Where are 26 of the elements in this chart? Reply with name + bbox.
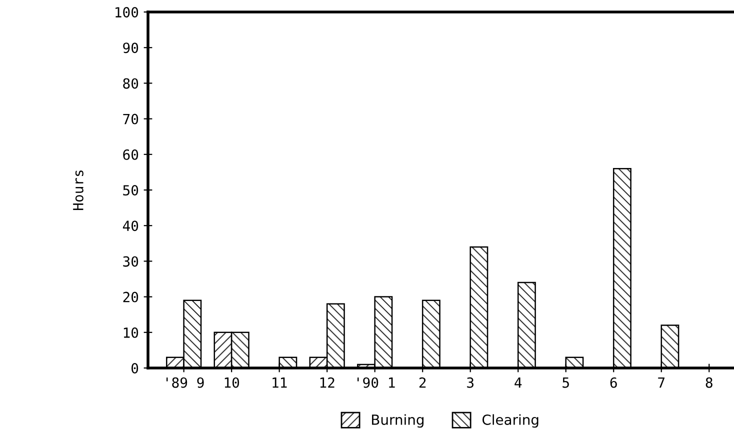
y-tick-label: 30 [123, 256, 138, 267]
x-tick-label: 12 [320, 377, 334, 388]
y-tick-label: 60 [123, 149, 138, 160]
x-tick-label: 8 [706, 377, 712, 388]
y-tick-label: 70 [123, 114, 138, 124]
y-tick-label: 50 [123, 185, 138, 196]
y-tick-label: 0 [132, 363, 138, 374]
x-tick-label: 5 [562, 378, 569, 388]
x-tick-label: 6 [610, 377, 617, 388]
y-tick-label: 40 [122, 220, 138, 232]
y-axis-title: Hours [73, 170, 84, 210]
y-tick-label: 10 [124, 327, 138, 338]
x-tick-label: 4 [514, 378, 522, 388]
x-tick-label: 10 [224, 377, 240, 388]
x-tick-label: '90 1 [358, 377, 395, 388]
legend-label: Burning [372, 414, 424, 428]
x-tick-label: 7 [658, 378, 665, 388]
x-tick-label: 2 [419, 377, 426, 388]
x-tick-label: 11 [272, 378, 287, 388]
y-tick-label: 90 [123, 42, 138, 54]
y-tick-label: 80 [123, 78, 138, 89]
y-tick-label: 100 [116, 7, 138, 18]
legend-label: Clearing [482, 414, 538, 428]
x-tick-label: '89 9 [166, 377, 204, 388]
y-tick-label: 20 [123, 292, 138, 302]
x-tick-label: 3 [467, 377, 474, 388]
